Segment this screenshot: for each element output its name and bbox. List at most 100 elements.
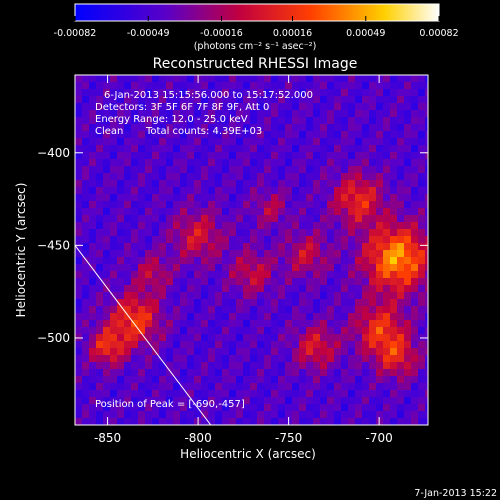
heatmap-cell [383,110,390,117]
heatmap-cell [208,404,215,411]
heatmap-cell [110,285,117,292]
heatmap-cell [278,124,285,131]
heatmap-cell [166,334,173,341]
heatmap-cell [187,320,194,327]
heatmap-cell [299,173,306,180]
heatmap-cell [334,82,341,89]
heatmap-cell [341,145,348,152]
heatmap-cell [285,208,292,215]
heatmap-cell [117,411,124,418]
heatmap-cell [243,292,250,299]
heatmap-cell [201,236,208,243]
heatmap-cell [229,243,236,250]
heatmap-cell [369,180,376,187]
heatmap-cell [383,117,390,124]
heatmap-cell [194,313,201,320]
heatmap-cell [152,362,159,369]
heatmap-cell [166,397,173,404]
algorithm-text: Clean [95,126,123,137]
heatmap-cell [425,257,428,264]
heatmap-cell [187,390,194,397]
heatmap-cell [404,89,411,96]
heatmap-cell [159,131,166,138]
heatmap-cell [278,117,285,124]
heatmap-cell [236,257,243,264]
heatmap-cell [348,376,355,383]
chart-title: Reconstructed RHESSI Image [153,56,358,72]
heatmap-cell [215,390,222,397]
heatmap-cell [404,313,411,320]
heatmap-cell [75,215,82,222]
heatmap-cell [110,110,117,117]
heatmap-cell [355,271,362,278]
heatmap-cell [278,418,285,425]
heatmap-cell [194,299,201,306]
heatmap-cell [390,222,397,229]
heatmap-cell [117,201,124,208]
heatmap-cell [299,117,306,124]
heatmap-cell [152,138,159,145]
heatmap-cell [383,313,390,320]
heatmap-cell [292,131,299,138]
heatmap-cell [348,152,355,159]
heatmap-cell [425,110,428,117]
heatmap-cell [355,145,362,152]
heatmap-cell [145,166,152,173]
heatmap-cell [131,348,138,355]
heatmap-cell [117,299,124,306]
heatmap-cell [320,362,327,369]
heatmap-cell [264,208,271,215]
heatmap-cell [341,208,348,215]
heatmap-cell [313,278,320,285]
heatmap-cell [229,138,236,145]
heatmap-cell [376,376,383,383]
heatmap-cell [236,285,243,292]
heatmap-cell [96,159,103,166]
heatmap-cell [390,404,397,411]
heatmap-cell [159,397,166,404]
heatmap-cell [215,110,222,117]
heatmap-cell [89,341,96,348]
heatmap-cell [257,222,264,229]
heatmap-cell [82,75,89,82]
colorbar-units: (photons cm⁻² s⁻¹ asec⁻²) [194,41,317,52]
heatmap-cell [250,362,257,369]
heatmap-cell [278,229,285,236]
heatmap-cell [285,369,292,376]
heatmap-cell [271,173,278,180]
heatmap-cell [103,201,110,208]
heatmap-cell [131,250,138,257]
heatmap-cell [180,110,187,117]
heatmap-cell [299,131,306,138]
heatmap-cell [250,320,257,327]
heatmap-cell [418,145,425,152]
heatmap-cell [411,320,418,327]
heatmap-cell [82,124,89,131]
heatmap-cell [159,222,166,229]
heatmap-cell [264,257,271,264]
heatmap-cell [327,362,334,369]
heatmap-cell [369,138,376,145]
heatmap-cell [131,138,138,145]
heatmap-cell [306,264,313,271]
heatmap-cell [278,131,285,138]
heatmap-cell [334,257,341,264]
heatmap-cell [173,243,180,250]
heatmap-cell [264,131,271,138]
heatmap-cell [285,152,292,159]
heatmap-cell [110,222,117,229]
heatmap-cell [208,355,215,362]
heatmap-cell [278,327,285,334]
heatmap-cell [397,271,404,278]
heatmap-cell [348,75,355,82]
heatmap-cell [89,362,96,369]
heatmap-cell [257,159,264,166]
heatmap-cell [201,194,208,201]
heatmap-cell [194,138,201,145]
heatmap-cell [229,229,236,236]
heatmap-cell [89,208,96,215]
heatmap-cell [257,320,264,327]
heatmap-cell [257,173,264,180]
heatmap-cell [341,278,348,285]
heatmap-cell [404,355,411,362]
